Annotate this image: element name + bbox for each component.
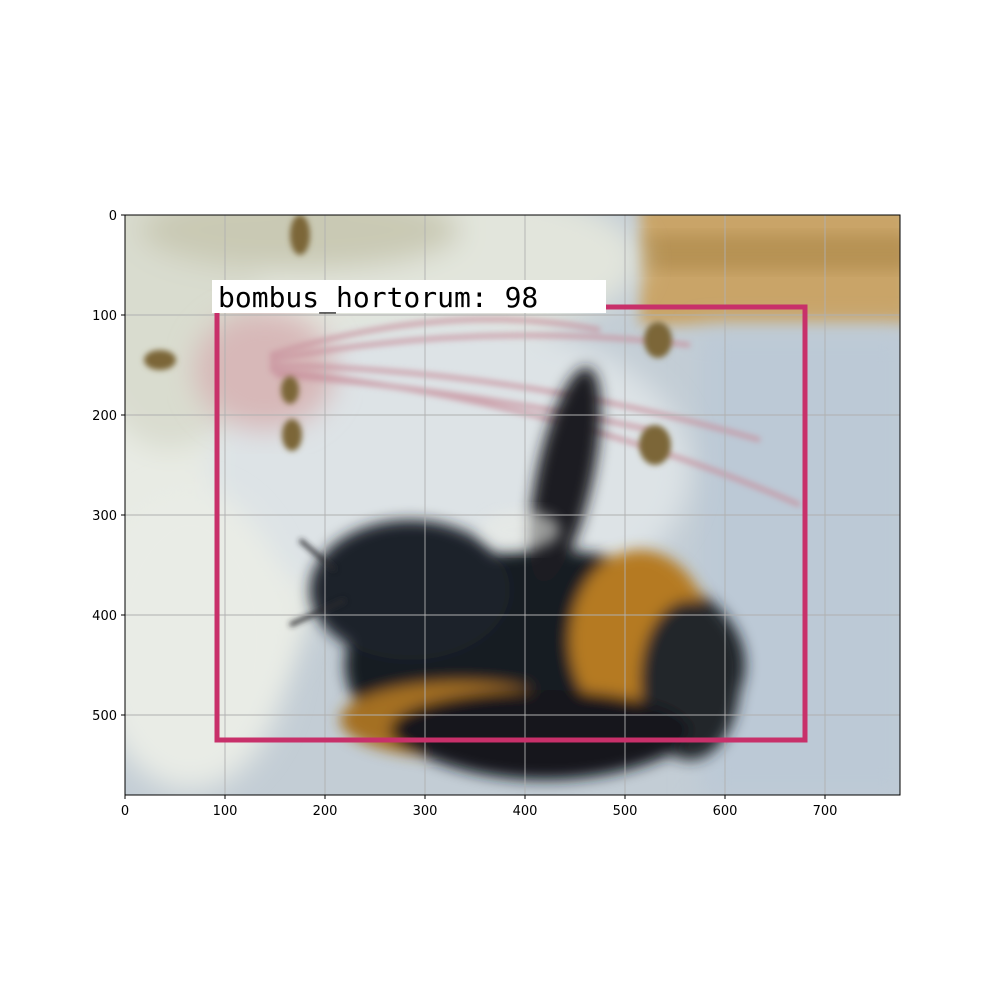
x-tick-label: 400 [513, 804, 538, 819]
x-tick-label: 300 [413, 804, 438, 819]
x-tick-label: 600 [713, 804, 738, 819]
x-axis: 0 100 200 300 400 500 600 700 [121, 795, 838, 819]
y-tick-label: 200 [92, 409, 117, 424]
detection-label: bombus_hortorum: 98 [218, 281, 538, 315]
y-axis: 0 100 200 300 400 500 [92, 209, 125, 724]
detection-label-background [212, 280, 606, 313]
x-tick-label: 700 [813, 804, 838, 819]
y-tick-label: 100 [92, 309, 117, 324]
plot-frame [124, 214, 901, 796]
x-tick-label: 100 [213, 804, 238, 819]
x-tick-label: 500 [613, 804, 638, 819]
y-tick-label: 400 [92, 609, 117, 624]
photo [125, 215, 900, 795]
x-tick-label: 0 [121, 804, 129, 819]
y-tick-label: 500 [92, 709, 117, 724]
x-tick-label: 200 [313, 804, 338, 819]
y-tick-label: 300 [92, 509, 117, 524]
y-tick-label: 0 [109, 209, 117, 224]
